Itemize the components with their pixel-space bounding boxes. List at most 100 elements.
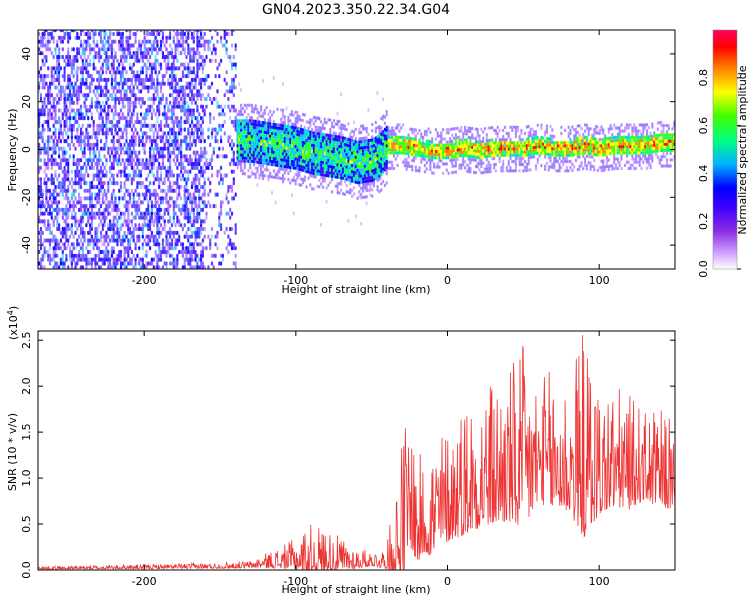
- heatmap-cell: [107, 108, 110, 113]
- heatmap-cell: [98, 192, 101, 197]
- heatmap-cell: [331, 171, 334, 175]
- heatmap-cell: [158, 211, 161, 216]
- heatmap-cell: [138, 169, 141, 174]
- heatmap-cell: [96, 230, 99, 235]
- heatmap-cell: [145, 211, 148, 216]
- heatmap-cell: [105, 47, 108, 52]
- heatmap-cell: [374, 167, 377, 171]
- heatmap-cell: [145, 39, 148, 44]
- heatmap-cell: [154, 219, 157, 224]
- heatmap-cell: [89, 188, 92, 193]
- heatmap-cell: [65, 169, 68, 174]
- heatmap-cell: [316, 166, 319, 170]
- heatmap-cell: [72, 62, 75, 67]
- heatmap-cell: [189, 139, 192, 144]
- heatmap-cell: [292, 211, 295, 216]
- heatmap-cell: [338, 166, 341, 170]
- heatmap-cell: [243, 156, 246, 160]
- heatmap-cell: [101, 30, 104, 33]
- heatmap-cell: [214, 131, 217, 136]
- heatmap-cell: [92, 123, 95, 128]
- heatmap-cell: [103, 211, 106, 216]
- heatmap-cell: [65, 104, 68, 109]
- heatmap-cell: [109, 219, 112, 224]
- heatmap-cell: [232, 154, 235, 159]
- heatmap-cell: [318, 163, 321, 167]
- heatmap-cell: [172, 139, 175, 144]
- heatmap-cell: [99, 39, 103, 44]
- heatmap-cell: [198, 43, 201, 48]
- heatmap-cell: [165, 39, 168, 44]
- heatmap-cell: [101, 146, 104, 151]
- heatmap-cell: [187, 66, 190, 71]
- heatmap-cell: [161, 77, 164, 82]
- heatmap-cell: [214, 192, 217, 197]
- heatmap-cell: [230, 31, 234, 37]
- heatmap-cell: [152, 242, 155, 247]
- heatmap-cell: [227, 242, 230, 247]
- heatmap-cell: [107, 127, 110, 132]
- heatmap-cell: [281, 121, 285, 125]
- heatmap-cell: [92, 211, 95, 216]
- heatmap-cell: [96, 70, 99, 75]
- heatmap-cell: [81, 211, 84, 216]
- heatmap-cell: [176, 219, 179, 224]
- heatmap-cell: [58, 211, 61, 216]
- heatmap-cell: [154, 66, 157, 71]
- heatmap-cell: [65, 234, 68, 239]
- heatmap-cell: [38, 47, 41, 52]
- heatmap-cell: [314, 125, 317, 129]
- heatmap-cell: [345, 143, 348, 147]
- heatmap-cell: [54, 112, 57, 117]
- heatmap-cell: [123, 93, 126, 98]
- heatmap-cell: [371, 141, 374, 145]
- heatmap-cell: [150, 158, 153, 163]
- heatmap-cell: [220, 104, 223, 109]
- heatmap-cell: [54, 146, 57, 151]
- heatmap-cell: [96, 234, 99, 239]
- heatmap-cell: [360, 158, 363, 163]
- heatmap-cell: [41, 188, 44, 193]
- heatmap-cell: [141, 54, 144, 60]
- heatmap-cell: [343, 146, 346, 150]
- heatmap-cell: [354, 171, 357, 175]
- heatmap-cell: [96, 131, 99, 136]
- heatmap-cell: [89, 200, 92, 205]
- heatmap-cell: [129, 161, 132, 167]
- heatmap-cell: [174, 81, 177, 86]
- heatmap-cell: [158, 230, 161, 235]
- heatmap-cell: [87, 242, 90, 247]
- heatmap-cell: [98, 100, 101, 105]
- heatmap-cell: [132, 158, 135, 163]
- heatmap-cell: [223, 31, 226, 37]
- heatmap-cell: [112, 96, 115, 102]
- heatmap-cell: [50, 74, 53, 79]
- heatmap-cell: [316, 156, 319, 161]
- heatmap-cell: [105, 246, 108, 251]
- heatmap-cell: [278, 160, 281, 165]
- heatmap-cell: [281, 142, 285, 147]
- heatmap-cell: [85, 77, 88, 82]
- heatmap-cell: [178, 66, 181, 71]
- heatmap-cell: [230, 119, 234, 125]
- heatmap-cell: [250, 169, 253, 174]
- heatmap-cell: [238, 137, 241, 142]
- heatmap-cell: [187, 211, 190, 216]
- heatmap-cell: [156, 116, 159, 121]
- heatmap-cell: [301, 131, 305, 135]
- heatmap-cell: [129, 242, 132, 247]
- heatmap-cell: [112, 200, 115, 205]
- heatmap-cell: [89, 62, 92, 67]
- heatmap-cell: [183, 165, 186, 170]
- heatmap-cell: [192, 192, 195, 197]
- heatmap-cell: [196, 188, 199, 193]
- heatmap-cell: [112, 215, 115, 220]
- heatmap-cell: [48, 146, 52, 151]
- heatmap-cell: [371, 188, 374, 192]
- heatmap-cell: [38, 158, 41, 163]
- heatmap-cell: [141, 181, 144, 186]
- heatmap-cell: [178, 119, 181, 125]
- heatmap-cell: [285, 152, 288, 157]
- heatmap-cell: [192, 85, 195, 90]
- heatmap-cell: [214, 51, 217, 56]
